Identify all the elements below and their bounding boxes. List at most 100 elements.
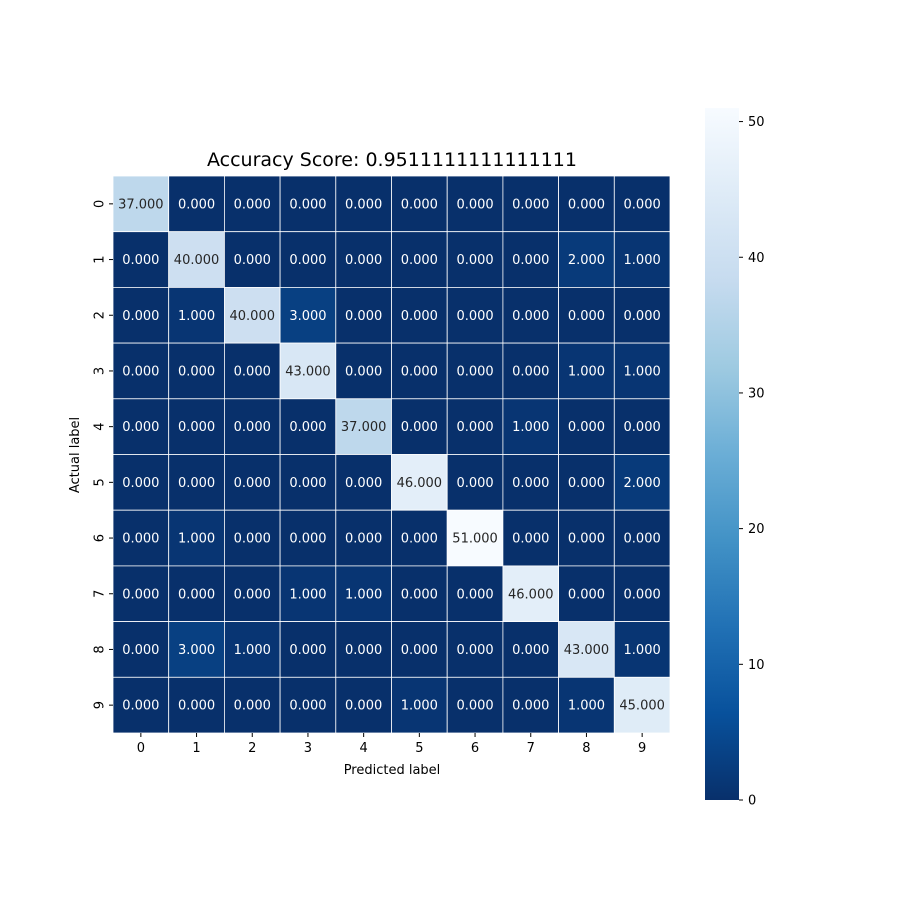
cell-value-label: 0.000	[289, 420, 326, 435]
cell-value-label: 0.000	[401, 420, 438, 435]
cell-value-label: 1.000	[289, 587, 326, 602]
heatmap-cell	[613, 342, 671, 400]
cell-value-label: 0.000	[568, 476, 605, 491]
x-tick-label: 4	[360, 741, 368, 756]
heatmap-cell	[391, 454, 448, 511]
cell-value-label: 0.000	[289, 476, 326, 491]
heatmap-cell	[502, 621, 559, 678]
y-tick-label: 4	[93, 423, 108, 431]
heatmap-cell	[446, 286, 504, 344]
cell-value-label: 0.000	[456, 643, 493, 658]
cell-value-label: 0.000	[456, 309, 493, 324]
colorbar-tick-label: 50	[748, 115, 765, 130]
y-tick-label: 1	[93, 255, 108, 263]
cell-value-label: 0.000	[401, 253, 438, 268]
heatmap-cell	[613, 676, 671, 734]
cell-value-label: 0.000	[568, 309, 605, 324]
heatmap-cell	[335, 398, 392, 455]
heatmap-cell	[391, 398, 448, 455]
heatmap-cell	[335, 621, 392, 678]
heatmap-cell	[502, 565, 559, 623]
heatmap-cell	[223, 175, 281, 233]
heatmap-cell	[558, 676, 615, 734]
cell-value-label: 40.000	[230, 309, 276, 324]
cell-value-label: 0.000	[624, 532, 661, 547]
cell-value-label: 0.000	[401, 364, 438, 379]
heatmap-cell	[223, 286, 281, 344]
cell-value-label: 43.000	[564, 643, 610, 658]
heatmap-cell	[613, 565, 671, 623]
heatmap-cell	[502, 509, 559, 567]
x-axis: 0 1 2 3 4 5 6 7 8 9	[137, 733, 646, 756]
heatmap-cell	[558, 565, 615, 623]
cell-value-label: 37.000	[118, 197, 164, 212]
heatmap-cell	[168, 621, 225, 678]
cell-value-label: 0.000	[289, 532, 326, 547]
cell-value-label: 0.000	[289, 699, 326, 714]
heatmap-cell	[168, 231, 225, 288]
cell-value-label: 37.000	[341, 420, 387, 435]
cell-value-label: 0.000	[234, 253, 271, 268]
cell-value-label: 0.000	[512, 253, 549, 268]
y-tick-label: 5	[93, 478, 108, 486]
heatmap-cell	[279, 454, 337, 511]
colorbar-tick-label: 20	[748, 522, 765, 537]
cell-value-label: 1.000	[624, 364, 661, 379]
cell-value-label: 0.000	[568, 197, 605, 212]
heatmap-cell	[502, 286, 559, 344]
heatmap-cell	[446, 398, 504, 455]
heatmap-cell	[112, 509, 170, 567]
cell-value-label: 1.000	[624, 643, 661, 658]
cell-value-label: 0.000	[345, 309, 382, 324]
heatmap-cell	[502, 175, 559, 233]
y-axis: 0 1 2 3 4 5 6 7 8 9	[93, 200, 113, 709]
y-axis-label: Actual label	[68, 417, 83, 493]
cell-value-label: 0.000	[234, 420, 271, 435]
cell-value-label: 0.000	[345, 253, 382, 268]
heatmap-cell	[279, 565, 337, 623]
cell-value-label: 0.000	[512, 643, 549, 658]
x-tick-label: 2	[248, 741, 256, 756]
cell-value-label: 46.000	[397, 476, 443, 491]
cell-value-label: 0.000	[401, 197, 438, 212]
heatmap-cell	[168, 286, 225, 344]
y-tick-label: 3	[93, 367, 108, 375]
cell-value-label: 0.000	[122, 476, 159, 491]
cell-value-label: 0.000	[512, 476, 549, 491]
heatmap-cell	[279, 509, 337, 567]
heatmap-cell	[558, 454, 615, 511]
cell-value-label: 2.000	[624, 476, 661, 491]
cell-value-label: 0.000	[234, 197, 271, 212]
cell-value-label: 0.000	[122, 587, 159, 602]
heatmap-cell	[558, 621, 615, 678]
cell-value-label: 40.000	[174, 253, 220, 268]
y-tick-label: 8	[93, 645, 108, 653]
y-tick-label: 7	[93, 590, 108, 598]
x-tick-label: 5	[415, 741, 423, 756]
heatmap-cell	[335, 676, 392, 734]
cell-value-label: 0.000	[456, 197, 493, 212]
heatmap-cell	[613, 621, 671, 678]
cell-value-label: 1.000	[568, 364, 605, 379]
cell-value-label: 0.000	[456, 364, 493, 379]
x-tick-label: 9	[638, 741, 646, 756]
cell-value-label: 0.000	[234, 532, 271, 547]
cell-value-label: 0.000	[345, 699, 382, 714]
cell-value-label: 0.000	[122, 699, 159, 714]
colorbar-tick-label: 40	[748, 251, 765, 266]
cell-value-label: 0.000	[456, 253, 493, 268]
x-tick-label: 1	[192, 741, 200, 756]
heatmap-cell	[613, 231, 671, 288]
heatmap-cell	[335, 565, 392, 623]
heatmap-cell	[446, 676, 504, 734]
cell-value-label: 3.000	[289, 309, 326, 324]
y-tick-label: 0	[93, 200, 108, 208]
heatmap-cell	[168, 565, 225, 623]
cell-value-label: 0.000	[122, 420, 159, 435]
heatmap-cell	[279, 621, 337, 678]
cell-value-label: 0.000	[624, 309, 661, 324]
heatmap-cell	[446, 565, 504, 623]
cell-value-label: 0.000	[568, 420, 605, 435]
heatmap-cell	[223, 565, 281, 623]
